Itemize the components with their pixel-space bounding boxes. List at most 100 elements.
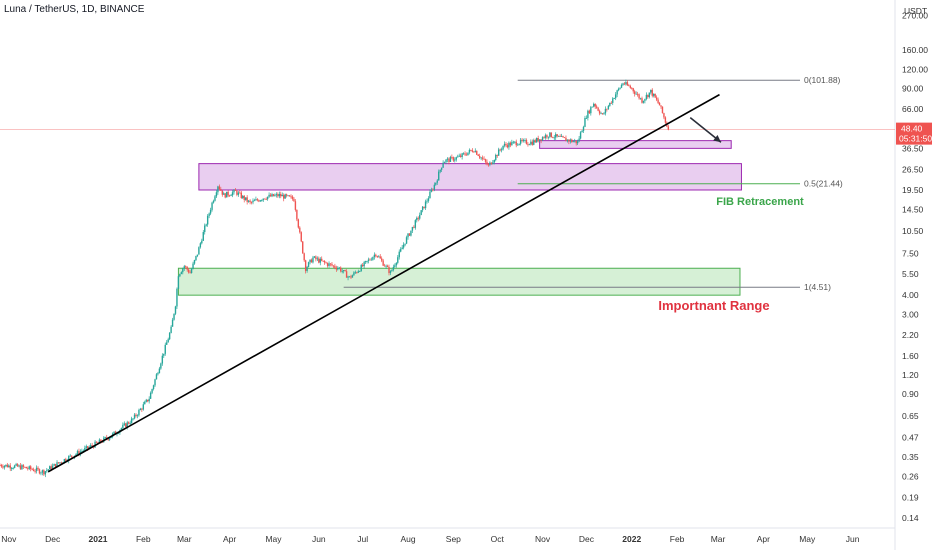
- candle-body: [110, 436, 112, 439]
- candle-body: [632, 88, 634, 92]
- time-tick-label: Sep: [446, 534, 461, 544]
- candle-body: [514, 141, 516, 143]
- candle-body: [38, 469, 41, 474]
- candle-body: [617, 88, 620, 91]
- candle-body: [43, 470, 45, 475]
- candle-body: [631, 87, 633, 89]
- time-tick-label: Jul: [357, 534, 368, 544]
- candle-body: [149, 392, 152, 399]
- candle-body: [299, 227, 301, 233]
- candle-body: [223, 193, 225, 195]
- price-tick-label: 0.35: [902, 452, 919, 462]
- candle-body: [525, 140, 528, 144]
- candle-body: [547, 136, 550, 138]
- time-tick-label: Dec: [45, 534, 61, 544]
- candle-body: [186, 266, 188, 270]
- candle-body: [500, 149, 503, 151]
- candle-body: [638, 94, 640, 99]
- candle-body: [522, 140, 525, 141]
- candle-body: [601, 113, 604, 115]
- candle-body: [34, 471, 36, 472]
- candle-body: [462, 153, 465, 155]
- candle-body: [465, 154, 468, 156]
- time-tick-label: Feb: [670, 534, 685, 544]
- candle-body: [255, 199, 257, 201]
- candle-body: [196, 254, 199, 256]
- candle-body: [600, 113, 602, 115]
- candle-body: [122, 424, 124, 429]
- price-tick-label: 3.00: [902, 309, 919, 319]
- candle-body: [474, 150, 476, 152]
- candle-body: [508, 142, 510, 148]
- candle-body: [54, 463, 57, 468]
- candle-body: [419, 215, 421, 219]
- candle-body: [588, 110, 591, 114]
- candle-body: [446, 158, 449, 160]
- candle-body: [619, 87, 621, 89]
- candle-body: [212, 200, 215, 203]
- candle-body: [609, 102, 611, 106]
- candle-body: [515, 141, 517, 146]
- target-zone: [539, 140, 732, 149]
- candle-body: [550, 132, 553, 138]
- candle-body: [382, 260, 384, 266]
- candle-body: [642, 100, 645, 103]
- candle-body: [414, 220, 417, 228]
- candle-body: [205, 224, 207, 226]
- candle-body: [294, 201, 297, 210]
- candle-body: [442, 162, 444, 168]
- candle-body: [285, 194, 288, 196]
- time-tick-label: Apr: [757, 534, 770, 544]
- candle-body: [505, 143, 507, 146]
- candle-body: [183, 266, 185, 269]
- candle-body: [340, 267, 342, 272]
- candle-body: [201, 240, 203, 244]
- candle-body: [81, 451, 83, 452]
- candle-body: [57, 462, 60, 464]
- candle-body: [651, 89, 653, 96]
- candle-body: [211, 202, 213, 210]
- candle-body: [326, 263, 329, 266]
- candle-body: [10, 468, 13, 469]
- candle-body: [16, 464, 19, 467]
- candle-body: [571, 139, 573, 143]
- candle-body: [258, 200, 260, 202]
- candle-body: [132, 418, 134, 420]
- price-tick-label: 14.50: [902, 205, 924, 215]
- candle-body: [400, 249, 402, 252]
- candle-body: [528, 144, 531, 146]
- candle-body: [664, 117, 667, 123]
- candle-body: [373, 254, 376, 258]
- candle-body: [430, 189, 433, 192]
- candle-body: [239, 192, 241, 194]
- candle-body: [148, 398, 150, 402]
- candle-body: [127, 422, 130, 424]
- candle-body: [585, 117, 588, 119]
- candle-body: [454, 159, 456, 161]
- candle-body: [98, 439, 101, 443]
- candle-body: [572, 141, 574, 143]
- candle-body: [541, 137, 544, 141]
- candle-body: [173, 313, 175, 320]
- candle-body: [236, 190, 238, 195]
- candle-body: [13, 465, 16, 468]
- price-tick-label: 2.20: [902, 330, 919, 340]
- candle-body: [574, 140, 576, 142]
- candle-body: [198, 247, 200, 255]
- time-tick-label: Mar: [711, 534, 726, 544]
- candle-body: [59, 462, 61, 464]
- candle-body: [388, 266, 390, 274]
- candle-body: [555, 134, 557, 138]
- candle-body: [40, 472, 42, 474]
- candle-body: [247, 200, 250, 202]
- chart-title: Luna / TetherUS, 1D, BINANCE: [4, 4, 145, 15]
- candle-body: [231, 192, 234, 196]
- candle-body: [509, 142, 512, 146]
- candle-body: [347, 276, 349, 278]
- candle-body: [47, 469, 49, 471]
- candle-body: [590, 107, 592, 114]
- candle-body: [408, 233, 411, 236]
- candle-body: [361, 264, 364, 267]
- candle-body: [429, 191, 431, 199]
